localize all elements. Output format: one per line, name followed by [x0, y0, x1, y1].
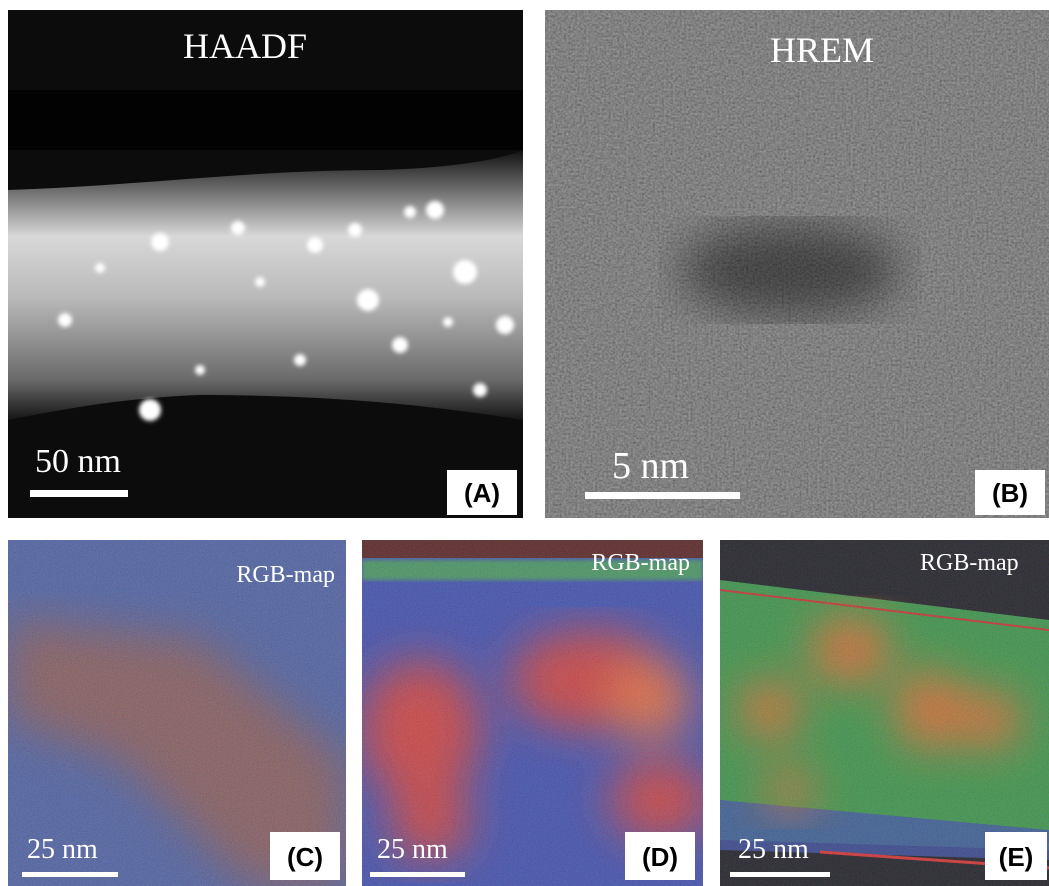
figure: HAADF 50 nm (A) HREM 5 nm (B) RGB-map 25… [0, 0, 1049, 886]
scale-bar-label: 50 nm [35, 443, 121, 480]
scale-bar-label: 25 nm [27, 834, 98, 865]
panel-b [545, 10, 1049, 518]
panel-title: HREM [770, 30, 874, 70]
panel-title: RGB-map [920, 550, 1019, 576]
scale-bar-label: 25 nm [738, 834, 809, 865]
panel-title: RGB-map [591, 550, 690, 576]
panel-label: (B) [992, 478, 1028, 508]
panel-label: (C) [287, 842, 323, 872]
panel-label: (A) [464, 478, 500, 508]
panel-a [8, 10, 523, 518]
panel-title: RGB-map [236, 562, 335, 588]
page: HAADF 50 nm (A) HREM 5 nm (B) RGB-map 25… [0, 0, 1049, 886]
scale-bar [30, 490, 128, 497]
scale-bar [370, 872, 465, 877]
panel-label: (D) [642, 842, 678, 872]
panel-title: HAADF [183, 26, 307, 66]
scale-bar-label: 25 nm [377, 834, 448, 865]
scale-bar-label: 5 nm [612, 445, 689, 487]
scale-bar [730, 872, 830, 877]
scale-bar [585, 492, 740, 499]
panel-label: (E) [999, 842, 1034, 872]
scale-bar [22, 872, 118, 877]
